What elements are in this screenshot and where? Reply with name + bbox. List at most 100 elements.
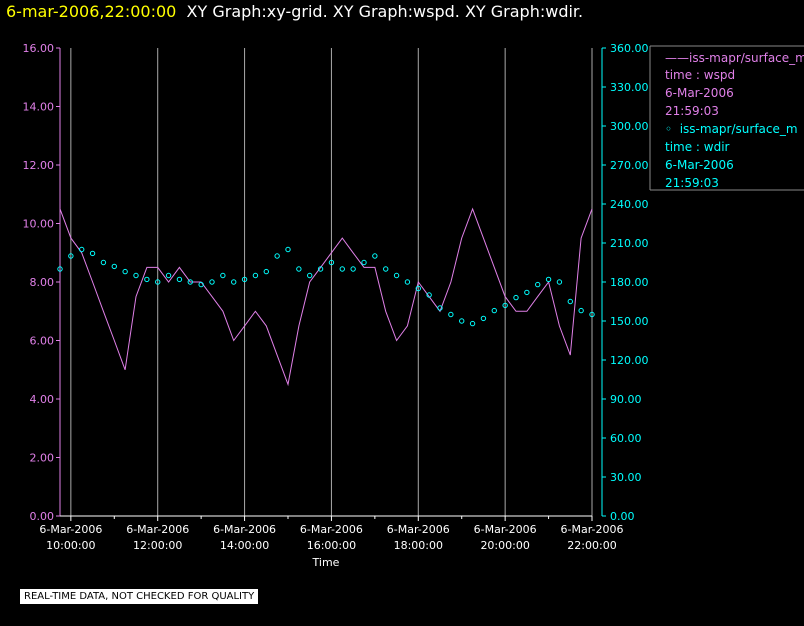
series-wdir-point [144, 276, 150, 283]
series-wdir-point [68, 253, 74, 259]
x-tick-label-time: 16:00:00 [307, 539, 356, 552]
series-wdir-point [100, 259, 107, 266]
x-tick-label-date: 6-Mar-2006 [126, 523, 189, 536]
series-wdir-point [426, 292, 432, 298]
x-tick-label-date: 6-Mar-2006 [300, 523, 363, 536]
y-right-tick-label: 150.00 [610, 315, 649, 328]
series-wdir-point [241, 276, 248, 283]
series-wdir-point [437, 305, 443, 311]
legend-series2-var: time : wdir [665, 140, 730, 154]
series-wdir-point [350, 266, 356, 272]
x-tick-label-date: 6-Mar-2006 [39, 523, 102, 536]
series-wspd-line [59, 207, 593, 387]
series-wdir-point [176, 276, 183, 283]
x-tick-label-time: 14:00:00 [220, 539, 269, 552]
y-left-tick-label: 0.00 [30, 510, 55, 523]
series-wdir-point [567, 298, 573, 305]
legend-series1-time: 21:59:03 [665, 104, 719, 118]
legend-series2-time: 21:59:03 [665, 176, 719, 190]
series-wdir-point [328, 259, 335, 266]
y-right-tick-label: 60.00 [610, 432, 642, 445]
y-right-tick-label: 30.00 [610, 471, 642, 484]
y-right-tick-label: 180.00 [610, 276, 649, 289]
series-wdir-point [448, 311, 454, 318]
x-tick-label-date: 6-Mar-2006 [387, 523, 450, 536]
series-wdir-point [263, 268, 269, 275]
series-wdir-point [89, 250, 96, 257]
y-left-tick-label: 8.00 [30, 276, 55, 289]
y-left-tick-label: 16.00 [23, 42, 55, 55]
series-wdir-point [589, 311, 595, 318]
y-left-tick-label: 2.00 [30, 452, 55, 465]
y-right-tick-label: 270.00 [610, 159, 649, 172]
series-wdir-point [155, 279, 161, 285]
legend-series2-name: ◦ iss-mapr/surface_m [665, 122, 798, 136]
quality-notice: REAL-TIME DATA, NOT CHECKED FOR QUALITY [20, 589, 259, 604]
series-wdir-point [480, 315, 487, 322]
x-tick-label-time: 10:00:00 [46, 539, 95, 552]
series-wdir-point [165, 272, 172, 279]
series-wdir-point [469, 320, 476, 327]
series-wdir-point [231, 279, 237, 285]
series-wdir-point [133, 272, 139, 279]
series-wdir-point [404, 279, 411, 285]
x-axis-label: Time [312, 556, 340, 569]
series-wdir-point [339, 266, 345, 272]
series-wdir-point [274, 253, 280, 259]
legend-series1-var: time : wspd [665, 68, 736, 82]
series-wdir-point [296, 266, 302, 272]
series-wdir-point [307, 272, 313, 279]
page-title: 6-mar-2006,22:00:00 XY Graph:xy-grid. XY… [6, 2, 583, 21]
y-right-tick-label: 240.00 [610, 198, 649, 211]
y-right-tick-label: 210.00 [610, 237, 649, 250]
series-wdir-point [578, 307, 584, 314]
x-tick-label-time: 18:00:00 [394, 539, 443, 552]
series-wdir-point [513, 294, 519, 301]
series-wdir-point [122, 268, 128, 275]
series-wdir-point [459, 318, 465, 324]
series-wdir-point [285, 246, 291, 253]
x-tick-label-date: 6-Mar-2006 [474, 523, 537, 536]
series-wdir-point [198, 281, 204, 288]
series-wdir-point [491, 307, 497, 314]
title-date: 6-mar-2006,22:00:00 [6, 2, 177, 21]
series-wdir-point [545, 276, 552, 283]
series-wdir-point [415, 285, 421, 292]
series-wdir-point [252, 272, 259, 279]
y-left-tick-label: 6.00 [30, 335, 55, 348]
series-wdir-point [556, 279, 563, 285]
series-wdir-point [524, 289, 530, 296]
series-wdir-point [111, 263, 117, 270]
series-wdir-point [361, 259, 367, 266]
title-graphs: XY Graph:xy-grid. XY Graph:wspd. XY Grap… [186, 2, 584, 21]
legend-series2-date: 6-Mar-2006 [665, 158, 734, 172]
y-left-tick-label: 10.00 [23, 218, 55, 231]
series-wdir-point [535, 281, 541, 288]
series-wdir-point [383, 266, 389, 272]
series-wdir-point [209, 279, 215, 285]
y-left-tick-label: 14.00 [23, 101, 55, 114]
series-wdir-point [79, 246, 85, 253]
y-right-tick-label: 330.00 [610, 81, 649, 94]
series-wdir-point [393, 272, 400, 279]
legend-series1-date: 6-Mar-2006 [665, 86, 734, 100]
series-wdir-point [502, 302, 508, 309]
series-wdir-point [187, 279, 193, 285]
x-tick-label-time: 22:00:00 [567, 539, 616, 552]
x-tick-label-date: 6-Mar-2006 [213, 523, 276, 536]
series-wdir-point [372, 253, 378, 259]
y-left-tick-label: 12.00 [23, 159, 55, 172]
y-right-tick-label: 300.00 [610, 120, 649, 133]
x-tick-label-time: 20:00:00 [480, 539, 529, 552]
x-tick-label-date: 6-Mar-2006 [561, 523, 624, 536]
y-right-tick-label: 360.00 [610, 42, 649, 55]
legend-series1-name: ——iss-mapr/surface_m [665, 51, 804, 65]
y-left-tick-label: 4.00 [30, 393, 55, 406]
x-tick-label-time: 12:00:00 [133, 539, 182, 552]
series-wdir-point [57, 266, 63, 272]
y-right-tick-label: 120.00 [610, 354, 649, 367]
y-right-tick-label: 90.00 [610, 393, 642, 406]
series-wdir-point [220, 272, 226, 279]
series-wdir-point [317, 266, 324, 272]
